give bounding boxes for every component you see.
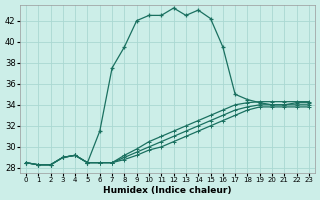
X-axis label: Humidex (Indice chaleur): Humidex (Indice chaleur) [103, 186, 232, 195]
